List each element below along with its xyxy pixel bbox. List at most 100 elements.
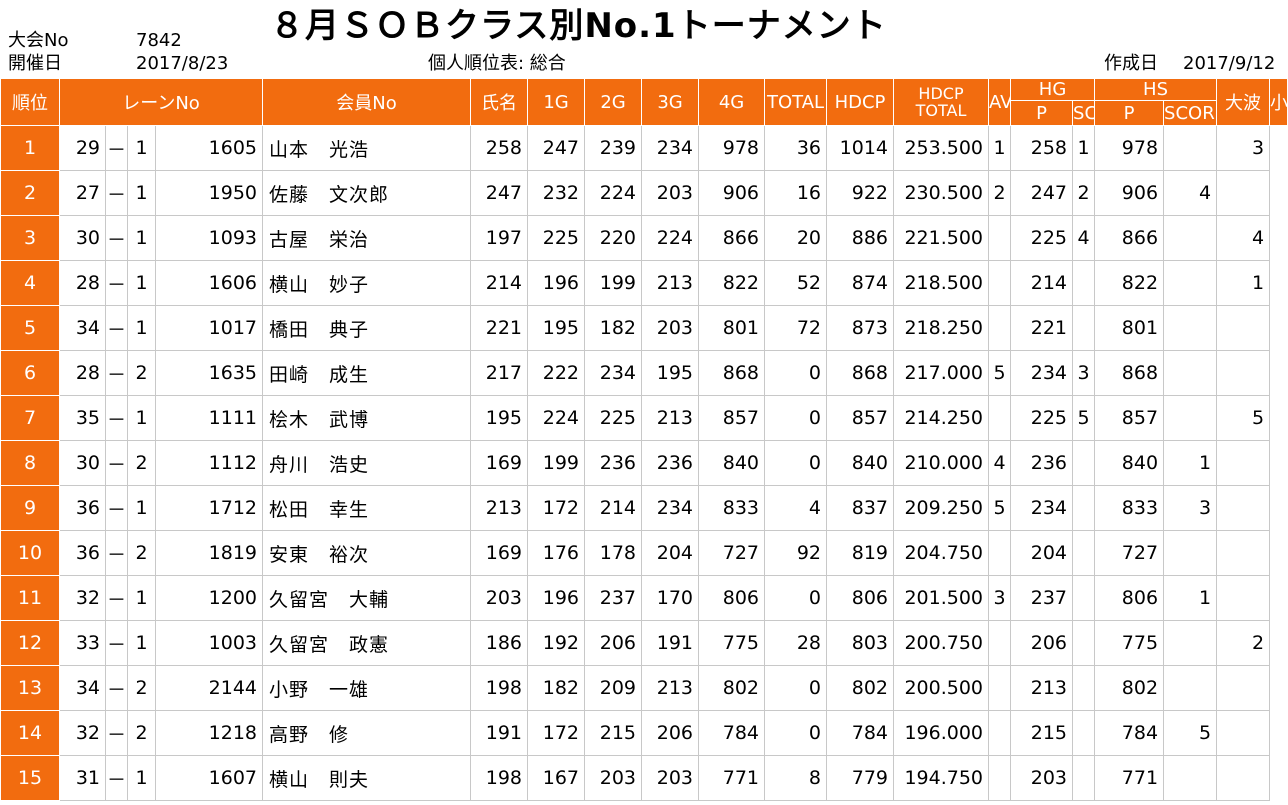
name-cell: 山本 光浩 (262, 125, 472, 171)
member-no-cell: 1111 (154, 395, 264, 441)
hs-score-cell: 822 (1094, 260, 1165, 306)
lane-dash: － (105, 350, 128, 396)
game1-cell: 221 (470, 305, 529, 351)
game1-cell: 198 (470, 755, 529, 801)
col-name: 氏名 (470, 78, 529, 126)
hs-p-cell (1072, 260, 1096, 306)
game2-cell: 172 (527, 485, 586, 531)
hdcp-cell: 36 (764, 125, 828, 171)
table-row: 8 30 － 2 1112 舟川 浩史 169 199 236 236 840 0 840 210.000… (0, 440, 1288, 486)
total-cell: 771 (698, 755, 766, 801)
big-wave-cell: 5 (1163, 710, 1218, 756)
small-wave-cell: 4 (1216, 215, 1271, 261)
game1-cell: 214 (470, 260, 529, 306)
total-cell: 833 (698, 485, 766, 531)
big-wave-cell (1163, 305, 1218, 351)
hs-score-cell: 866 (1094, 215, 1165, 261)
big-wave-cell (1163, 395, 1218, 441)
small-wave-cell (1216, 665, 1271, 711)
lane-cell: 30 (59, 215, 106, 261)
game4-cell: 203 (641, 170, 700, 216)
hdcp-cell: 92 (764, 530, 828, 576)
col-hg: HG (1010, 78, 1096, 101)
hdcp-total-cell: 806 (826, 575, 895, 621)
hs-p-cell (1072, 530, 1096, 576)
hs-score-cell: 833 (1094, 485, 1165, 531)
big-wave-cell (1163, 755, 1218, 801)
rank-cell: 9 (0, 485, 60, 531)
rank-cell: 12 (0, 620, 60, 666)
hdcp-total-cell: 840 (826, 440, 895, 486)
lane-cell: 32 (59, 575, 106, 621)
col-game-3: 3G (641, 78, 700, 126)
hs-score-cell: 840 (1094, 440, 1165, 486)
hg-p-cell (988, 215, 1012, 261)
average-cell: 214.250 (893, 395, 990, 441)
member-no-cell: 1607 (154, 755, 264, 801)
lane-sub-cell: 1 (127, 575, 156, 621)
hdcp-cell: 28 (764, 620, 828, 666)
col-lane: レーンNo (58, 78, 264, 126)
game4-cell: 224 (641, 215, 700, 261)
average-cell: 200.750 (893, 620, 990, 666)
hg-score-cell: 225 (1010, 215, 1074, 261)
game3-cell: 214 (584, 485, 643, 531)
col-total: TOTAL (764, 78, 828, 126)
lane-sub-cell: 2 (127, 530, 156, 576)
table-row: 6 28 － 2 1635 田崎 成生 217 222 234 195 868 0 868 217.000… (0, 350, 1288, 396)
hg-p-cell (988, 755, 1012, 801)
game2-cell: 167 (527, 755, 586, 801)
hdcp-cell: 0 (764, 350, 828, 396)
lane-cell: 32 (59, 710, 106, 756)
lane-dash: － (105, 665, 128, 711)
hdcp-total-cell: 779 (826, 755, 895, 801)
game1-cell: 169 (470, 440, 529, 486)
table-row: 14 32 － 2 1218 高野 修 191 172 215 206 784 0 784 196.000… (0, 710, 1288, 756)
small-wave-cell: 5 (1216, 395, 1271, 441)
game4-cell: 203 (641, 305, 700, 351)
col-hdcp-total-line2: TOTAL (915, 101, 967, 120)
col-hdcp-total-line1: HDCP (918, 84, 964, 103)
rank-cell: 1 (0, 125, 60, 171)
small-wave-cell (1216, 440, 1271, 486)
game3-cell: 239 (584, 125, 643, 171)
table-row: 1 29 － 1 1605 山本 光浩 258 247 239 234 978 36 1014 253.5… (0, 125, 1288, 171)
game4-cell: 191 (641, 620, 700, 666)
name-cell: 横山 妙子 (262, 260, 472, 306)
average-cell: 221.500 (893, 215, 990, 261)
game4-cell: 206 (641, 710, 700, 756)
game1-cell: 213 (470, 485, 529, 531)
hg-score-cell: 236 (1010, 440, 1074, 486)
hdcp-cell: 20 (764, 215, 828, 261)
hdcp-total-cell: 922 (826, 170, 895, 216)
hdcp-total-cell: 802 (826, 665, 895, 711)
lane-dash: － (105, 215, 128, 261)
name-cell: 松田 幸生 (262, 485, 472, 531)
game2-cell: 195 (527, 305, 586, 351)
col-hs-p: P (1094, 100, 1165, 126)
col-hdcp: HDCP (826, 78, 895, 126)
game4-cell: 236 (641, 440, 700, 486)
big-wave-cell (1163, 215, 1218, 261)
col-hg-score: SCORE (1072, 100, 1096, 126)
small-wave-cell (1216, 350, 1271, 396)
big-wave-cell (1163, 125, 1218, 171)
game3-cell: 215 (584, 710, 643, 756)
big-wave-cell (1163, 530, 1218, 576)
hdcp-cell: 8 (764, 755, 828, 801)
member-no-cell: 1003 (154, 620, 264, 666)
hdcp-total-cell: 837 (826, 485, 895, 531)
hs-p-cell: 2 (1072, 170, 1096, 216)
lane-cell: 28 (59, 350, 106, 396)
game4-cell: 234 (641, 485, 700, 531)
rank-cell: 14 (0, 710, 60, 756)
total-cell: 906 (698, 170, 766, 216)
lane-cell: 36 (59, 485, 106, 531)
hdcp-cell: 0 (764, 665, 828, 711)
game1-cell: 258 (470, 125, 529, 171)
small-wave-cell (1216, 485, 1271, 531)
hdcp-total-cell: 857 (826, 395, 895, 441)
created-date: 2017/9/12 (1183, 53, 1276, 74)
hdcp-cell: 0 (764, 440, 828, 486)
hg-p-cell (988, 710, 1012, 756)
